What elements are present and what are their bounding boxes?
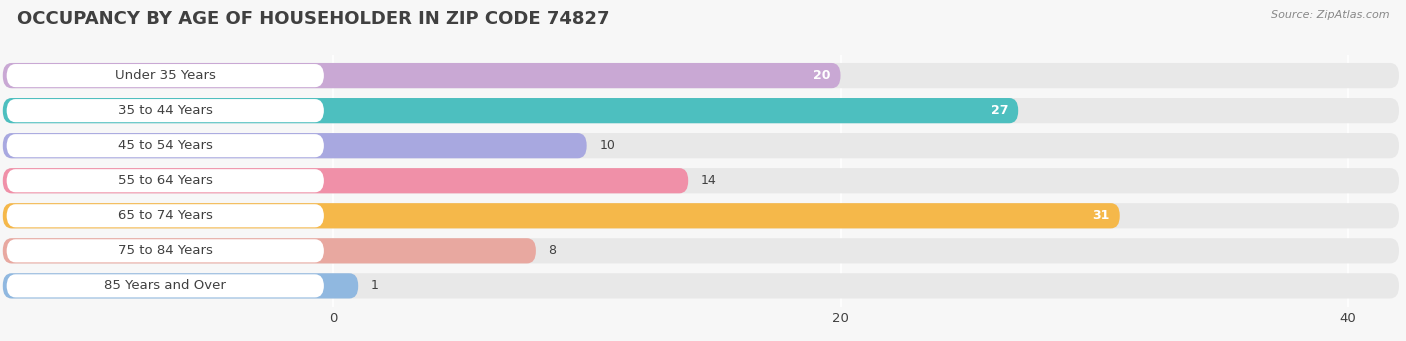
FancyBboxPatch shape (7, 239, 323, 262)
FancyBboxPatch shape (3, 273, 359, 298)
FancyBboxPatch shape (7, 169, 323, 192)
FancyBboxPatch shape (3, 133, 586, 158)
Text: 27: 27 (991, 104, 1008, 117)
FancyBboxPatch shape (3, 98, 1399, 123)
FancyBboxPatch shape (3, 273, 1399, 298)
FancyBboxPatch shape (3, 98, 1018, 123)
FancyBboxPatch shape (3, 238, 1399, 264)
Text: 31: 31 (1092, 209, 1109, 222)
Text: 35 to 44 Years: 35 to 44 Years (118, 104, 212, 117)
FancyBboxPatch shape (7, 134, 323, 157)
Text: 75 to 84 Years: 75 to 84 Years (118, 244, 212, 257)
FancyBboxPatch shape (7, 99, 323, 122)
Text: 55 to 64 Years: 55 to 64 Years (118, 174, 212, 187)
FancyBboxPatch shape (7, 64, 323, 87)
FancyBboxPatch shape (3, 203, 1119, 228)
FancyBboxPatch shape (3, 238, 536, 264)
FancyBboxPatch shape (3, 168, 688, 193)
Text: 65 to 74 Years: 65 to 74 Years (118, 209, 212, 222)
Text: 45 to 54 Years: 45 to 54 Years (118, 139, 212, 152)
FancyBboxPatch shape (3, 133, 1399, 158)
FancyBboxPatch shape (3, 63, 841, 88)
Text: OCCUPANCY BY AGE OF HOUSEHOLDER IN ZIP CODE 74827: OCCUPANCY BY AGE OF HOUSEHOLDER IN ZIP C… (17, 10, 609, 28)
Text: Source: ZipAtlas.com: Source: ZipAtlas.com (1271, 10, 1389, 20)
Text: 20: 20 (813, 69, 831, 82)
Text: 14: 14 (702, 174, 717, 187)
FancyBboxPatch shape (3, 203, 1399, 228)
FancyBboxPatch shape (3, 168, 1399, 193)
Text: 1: 1 (371, 279, 378, 292)
FancyBboxPatch shape (7, 274, 323, 297)
FancyBboxPatch shape (3, 63, 1399, 88)
Text: 8: 8 (548, 244, 557, 257)
Text: Under 35 Years: Under 35 Years (115, 69, 215, 82)
FancyBboxPatch shape (7, 204, 323, 227)
Text: 85 Years and Over: 85 Years and Over (104, 279, 226, 292)
Text: 10: 10 (599, 139, 616, 152)
